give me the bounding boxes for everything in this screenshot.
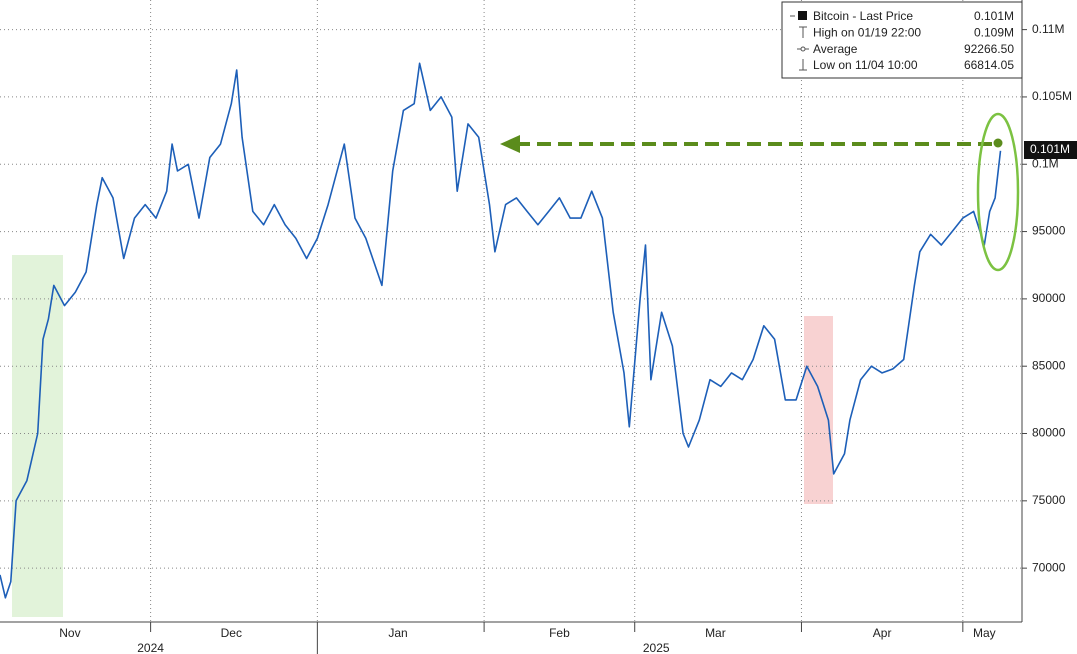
y-tick-label: 85000 bbox=[1032, 358, 1066, 372]
y-tick-label: 70000 bbox=[1032, 560, 1066, 574]
x-tick-label: Nov bbox=[59, 626, 80, 640]
y-tick-label: 95000 bbox=[1032, 224, 1066, 238]
x-tick-label: Apr bbox=[873, 626, 892, 640]
legend-value: 0.101M bbox=[974, 9, 1014, 23]
legend-label: Low on 11/04 10:00 bbox=[813, 58, 918, 72]
y-tick-label: 90000 bbox=[1032, 291, 1066, 305]
price-line bbox=[0, 62, 1002, 599]
legend-icon bbox=[798, 11, 807, 20]
legend-icon bbox=[800, 46, 806, 52]
legend-label: Average bbox=[813, 42, 858, 56]
legend-value: 66814.05 bbox=[964, 58, 1014, 72]
legend-rows: Bitcoin - Last Price 0.101M High on 01/19 … bbox=[813, 9, 1014, 72]
x-tick-label: May bbox=[973, 626, 996, 640]
legend: Bitcoin - Last Price 0.101M High on 01/19 … bbox=[781, 1, 1023, 79]
tag-text: 0.101M bbox=[1030, 142, 1070, 156]
y-tick-label: 0.105M bbox=[1032, 89, 1072, 103]
year-label: 2025 bbox=[643, 641, 670, 654]
plot bbox=[0, 62, 1002, 599]
y-tick-label: 0.1M bbox=[1032, 156, 1059, 170]
arrow-head bbox=[500, 135, 520, 153]
x-tick-label: Feb bbox=[549, 626, 570, 640]
annotations bbox=[12, 255, 833, 617]
legend-box bbox=[781, 1, 1023, 79]
legend-label: Bitcoin - Last Price bbox=[813, 9, 913, 23]
x-tick-label: Mar bbox=[705, 626, 726, 640]
legend-value: 92266.50 bbox=[964, 42, 1014, 56]
y-tick-label: 0.11M bbox=[1032, 22, 1064, 36]
year-label: 2024 bbox=[137, 641, 164, 654]
ellipse bbox=[976, 112, 1020, 272]
legend-label: High on 01/19 22:00 bbox=[813, 25, 921, 39]
last-price-tag: 0.101M bbox=[1024, 141, 1077, 159]
x-tick-label: Jan bbox=[388, 626, 407, 640]
arrow-annotation bbox=[500, 112, 1020, 272]
x-tick-label: Dec bbox=[221, 626, 242, 640]
legend-value: 0.109M bbox=[974, 25, 1014, 39]
y-tick-label: 75000 bbox=[1032, 493, 1066, 507]
highlight-red bbox=[804, 316, 833, 504]
y-tick-label: 80000 bbox=[1032, 426, 1066, 440]
tag-box bbox=[1024, 141, 1077, 159]
end-dot bbox=[993, 138, 1003, 148]
